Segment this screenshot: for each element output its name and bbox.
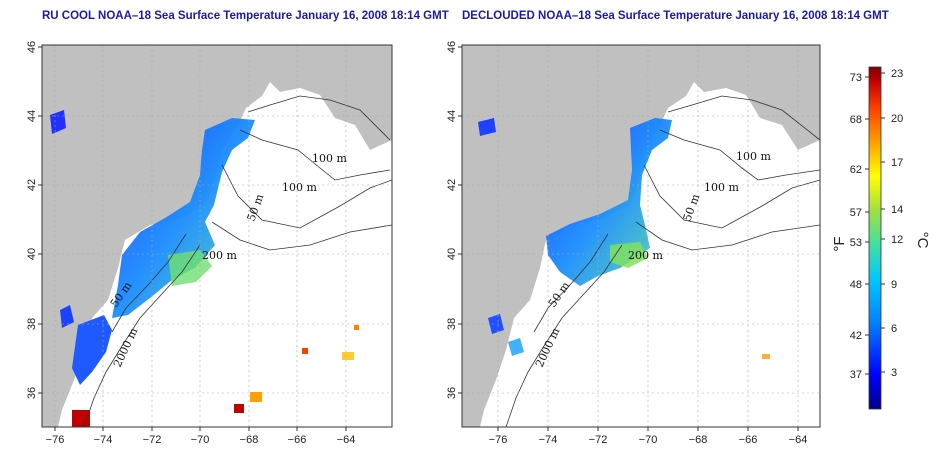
contour-label: 2000 m [533,325,563,369]
axis-left: −76 −74 −72 −70 −68 −66 −64 36 38 40 42 44 46 [26,41,355,446]
contour-label: 50 m [546,279,573,310]
grid-left [42,45,392,427]
lat-tick-label: 36 [446,387,458,399]
celsius-unit: °C [914,232,931,249]
lon-tick-label: −76 [46,434,65,446]
lon-tick-label: −70 [639,434,658,446]
map-frame-right [461,44,821,428]
celsius-tick-label: 23 [891,68,903,80]
sst-speckle [762,354,770,359]
land-mass [462,45,820,427]
map-title-left: RU COOL NOAA–18 Sea Surface Temperature … [42,10,449,22]
lat-tick-label: 44 [26,110,38,122]
lon-tick-label: −72 [589,434,608,446]
lon-tick-label: −70 [191,434,210,446]
sst-speckle [250,392,262,402]
contour-label: 50 m [245,192,267,223]
sst-plume [478,118,496,136]
map-panel-left: 100 m 100 m 50 m 200 m 50 m 2000 m −76 −7… [26,41,393,446]
lat-tick-label: 46 [446,41,458,53]
celsius-tick-label: 9 [891,279,897,291]
celsius-tick-label: 20 [891,113,903,125]
sst-plume [72,315,112,385]
map-panel-right: 100 m 100 m 50 m 200 m 50 m 2000 m −76 −7… [446,41,821,446]
lat-tick-label: 38 [446,318,458,330]
colorbar-ticks: 37 42 48 53 57 62 68 73 3 6 9 12 14 17 20 23 [850,68,904,381]
celsius-tick-label: 17 [891,157,903,169]
contour-label: 2000 m [111,325,141,369]
contour-label: 200 m [628,249,663,262]
lat-tick-label: 44 [446,110,458,122]
lon-tick-label: −64 [789,434,808,446]
sst-plume [112,118,255,318]
lat-tick-label: 38 [26,318,38,330]
celsius-tick-label: 12 [891,234,903,246]
map-frame-left [41,44,393,428]
axis-right: −76 −74 −72 −70 −68 −66 −64 36 38 40 42 44 46 [446,41,807,446]
fahrenheit-tick-label: 53 [850,237,862,249]
lat-tick-label: 42 [26,179,38,191]
lon-tick-label: −74 [539,434,558,446]
map-title-right: DECLOUDED NOAA–18 Sea Surface Temperatur… [462,10,889,22]
lon-tick-label: −66 [288,434,307,446]
celsius-tick-label: 3 [891,367,897,379]
lon-tick-label: −64 [337,434,356,446]
lat-tick-label: 40 [446,248,458,260]
bathymetry-contours [83,95,392,427]
sst-speckle [234,404,244,413]
lon-tick-label: −68 [240,434,259,446]
lat-tick-label: 36 [26,387,38,399]
celsius-tick-label: 6 [891,323,897,335]
contour-label: 200 m [202,249,237,262]
lon-tick-label: −76 [489,434,508,446]
colorbar-ramp [868,66,882,410]
fahrenheit-tick-label: 48 [850,279,862,291]
fahrenheit-tick-label: 68 [850,114,862,126]
sst-speckle [342,352,354,360]
colorbar: 37 42 48 53 57 62 68 73 3 6 9 12 14 17 20 23 °F °C [831,66,931,410]
contour-label: 100 m [312,152,347,165]
celsius-tick-label: 14 [891,204,903,216]
lat-tick-label: 42 [446,179,458,191]
fahrenheit-tick-label: 42 [850,330,862,342]
contour-label: 100 m [704,181,739,194]
fahrenheit-unit: °F [831,236,848,251]
sst-plume [60,305,74,328]
fahrenheit-tick-label: 73 [850,72,862,84]
fahrenheit-tick-label: 37 [850,369,862,381]
contour-label: 100 m [736,150,771,163]
lon-tick-label: −74 [94,434,113,446]
fahrenheit-tick-label: 62 [850,164,862,176]
sst-speckle [302,348,308,354]
sst-plume [168,250,212,286]
grid-right [462,45,820,427]
fahrenheit-tick-label: 57 [850,207,862,219]
sst-speckle [354,325,359,330]
lon-tick-label: −68 [689,434,708,446]
lat-tick-label: 46 [26,41,38,53]
lon-tick-label: −66 [739,434,758,446]
lon-tick-label: −72 [143,434,162,446]
contour-label: 100 m [282,181,317,194]
land-mass [335,45,392,106]
contour-label: 50 m [681,192,703,223]
land-mass [42,45,392,427]
sst-plume [508,338,524,356]
sst-plume [488,314,504,334]
bathymetry-contours [505,95,820,427]
lat-tick-label: 40 [26,248,38,260]
